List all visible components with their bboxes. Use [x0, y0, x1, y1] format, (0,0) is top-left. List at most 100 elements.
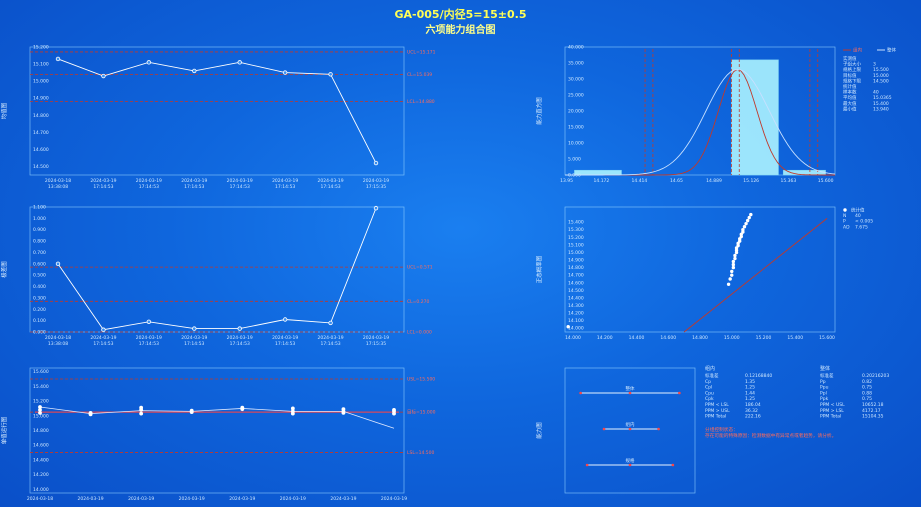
overall-stat-label: PPM < USL [820, 402, 845, 408]
run-point [290, 406, 295, 411]
run-mean-line [39, 406, 395, 429]
probability-point [744, 221, 748, 226]
xbar-point [55, 56, 61, 62]
within-stat-value: 186.04 [745, 402, 761, 408]
capability-row-label: 规格 [626, 457, 635, 464]
run-point [392, 408, 396, 412]
capability-interval-end [579, 391, 582, 395]
range-y-tick: 0.200 [33, 307, 46, 313]
range-axis-label: 极差图 [0, 261, 8, 278]
overall-stat-value: 4172.17 [862, 408, 881, 414]
run-point [341, 407, 346, 412]
range-y-tick: 0.800 [33, 239, 46, 245]
page-subtitle: 六项能力组合图 [425, 25, 496, 36]
range-x-tick: 2024-03-19 [317, 335, 343, 341]
xbar-x-tick: 17:15:35 [366, 184, 386, 190]
overall-stat-value: 0.75 [862, 396, 872, 402]
probability-point [730, 269, 734, 274]
run-x-tick: 2024-03-19 [229, 496, 255, 502]
run-y-tick: 14.400 [33, 457, 49, 463]
capability-plot-frame [564, 367, 696, 494]
range-y-tick: 0.100 [33, 318, 46, 324]
run-point [38, 405, 42, 409]
probability-y-tick: 15.000 [568, 250, 584, 256]
probability-y-tick: 15.100 [568, 242, 584, 248]
range-y-tick: 1.100 [33, 205, 46, 211]
within-stat-label: Cpk [705, 396, 714, 402]
run-x-tick: 2024-03-19 [330, 496, 356, 502]
overall-stat-value: 0.75 [862, 385, 872, 391]
overall-stat-value: 0.88 [862, 390, 872, 396]
probability-legend-swatch [843, 208, 847, 212]
probability-plot-frame [564, 206, 836, 333]
xbar-x-tick: 2024-03-19 [227, 178, 253, 184]
capability-interval-end [678, 391, 681, 395]
probability-x-tick: 15.000 [724, 335, 740, 341]
capability-interval-end [671, 463, 675, 467]
histogram-y-tick: 30.000 [568, 77, 584, 83]
within-stat-value: 1.25 [745, 396, 755, 402]
probability-point [741, 228, 745, 232]
range-y-tick: 0.500 [33, 273, 46, 279]
within-stat-value: 1.25 [745, 385, 755, 391]
xbar-y-tick: 14.500 [33, 164, 49, 170]
probability-x-tick: 14.800 [692, 335, 708, 341]
within-stat-value: 1.44 [745, 390, 755, 396]
probability-y-tick: 14.900 [568, 258, 584, 264]
histogram-info-value: 15.400 [873, 101, 889, 107]
probability-x-tick: 14.600 [660, 335, 676, 341]
range-x-tick: 17:14:53 [93, 341, 113, 347]
overall-stat-label: Ppu [820, 385, 829, 391]
range-point [146, 319, 152, 324]
histogram-x-tick: 14.172 [594, 178, 610, 184]
xbar-x-tick: 17:14:53 [139, 184, 159, 190]
probability-stat-value: 40 [855, 213, 861, 219]
status-note: 分组控制状态： [705, 426, 738, 433]
range-x-tick: 2024-03-19 [136, 335, 162, 341]
range-y-tick: 1.000 [33, 216, 46, 222]
probability-point [747, 215, 751, 220]
xbar-point [237, 60, 242, 65]
range-x-tick: 2024-03-19 [227, 335, 253, 341]
range-plot-frame [29, 206, 405, 333]
histogram-info-label: 统计值 [843, 83, 857, 90]
histogram-y-tick: 35.000 [568, 61, 584, 67]
overall-stat-label: PPM > LSL [820, 408, 844, 414]
xbar-x-tick: 2024-03-19 [181, 178, 207, 184]
run-point [240, 406, 245, 411]
histogram-info-value: 40 [873, 90, 879, 96]
probability-x-tick: 15.600 [819, 335, 835, 341]
probability-point [566, 324, 570, 329]
probability-x-tick: 14.400 [629, 335, 645, 341]
range-y-tick: 0.600 [33, 261, 46, 267]
run-limit-label: LSL=14.500 [407, 450, 435, 456]
probability-stat-value: 7.675 [855, 224, 868, 230]
probability-y-tick: 14.000 [568, 326, 584, 332]
histogram-y-tick: 40.000 [568, 45, 584, 51]
xbar-point [192, 68, 197, 74]
capability-interval-center [628, 463, 632, 467]
run-y-tick: 15.200 [33, 399, 49, 405]
page-title: GA-005/内径5=15±0.5 [394, 8, 527, 21]
overall-stat-label: Ppl [820, 390, 827, 396]
probability-stat-label: P [843, 219, 846, 225]
range-x-tick: 13:38:08 [48, 341, 68, 347]
xbar-x-tick: 17:14:53 [320, 184, 340, 190]
xbar-x-tick: 17:14:53 [275, 184, 295, 190]
probability-point [731, 265, 736, 270]
histogram-info-value: 15.000 [873, 73, 889, 79]
overall-stat-value: 0.20216203 [862, 373, 889, 379]
capability-interval-end [585, 463, 589, 467]
within-stat-label: PPM Total [705, 414, 726, 420]
overall-stat-label: PPM Total [820, 414, 841, 420]
probability-y-tick: 14.400 [568, 295, 584, 301]
histogram-info-label: 子组大小 [843, 61, 861, 68]
within-stat-label: 标准差 [705, 372, 719, 379]
range-x-tick: 17:15:35 [366, 341, 386, 347]
histogram-y-tick: 15.000 [568, 125, 584, 131]
within-stat-value: 36.32 [745, 408, 758, 414]
probability-y-tick: 14.700 [568, 273, 584, 279]
histogram-x-tick: 15.363 [781, 178, 797, 184]
histogram-info-label: 规格上限 [843, 66, 861, 73]
histogram-bar [731, 59, 779, 176]
